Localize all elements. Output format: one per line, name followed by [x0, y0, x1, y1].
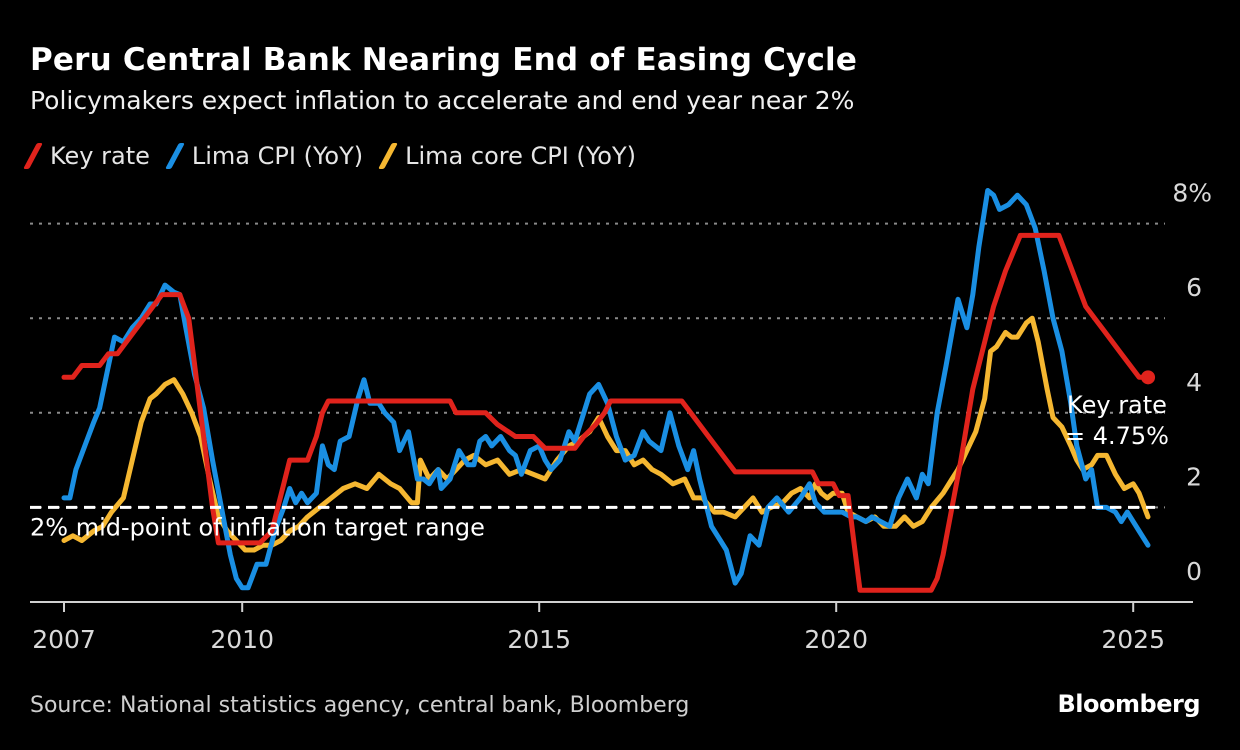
key-rate-end-dot — [1141, 370, 1156, 385]
annotation-line-1: Key rate — [1067, 391, 1167, 419]
series-line-lima-cpi-yoy — [61, 188, 1151, 591]
y-tick-label: 4 — [1186, 368, 1202, 397]
legend-item-lima-core-cpi: Lima core CPI (YoY) — [378, 142, 636, 170]
gridlines — [30, 222, 1165, 509]
y-tick-label: 0 — [1186, 557, 1202, 586]
chart-title: Peru Central Bank Nearing End of Easing … — [30, 42, 858, 78]
series-line-lima-core-cpi-yoy — [61, 315, 1151, 553]
legend-label: Lima core CPI (YoY) — [405, 142, 636, 170]
annotation-line-2: = 4.75% — [1065, 422, 1169, 450]
series-line-key-rate — [61, 232, 1151, 593]
y-tick-label: 6 — [1186, 273, 1202, 302]
x-tick-label: 2010 — [210, 625, 274, 654]
legend-label: Key rate — [50, 142, 150, 170]
chart-subtitle: Policymakers expect inflation to acceler… — [30, 86, 855, 115]
x-tick-label: 2025 — [1101, 625, 1165, 654]
source-note: Source: National statistics agency, cent… — [30, 693, 690, 718]
x-axis-ticks: 2007 2010 2015 2020 2025 — [32, 602, 1165, 654]
legend-label: Lima CPI (YoY) — [191, 142, 364, 170]
legend: Key rate Lima CPI (YoY) Lima core CPI (Y… — [23, 142, 658, 170]
y-tick-label: 8% — [1172, 179, 1212, 208]
y-tick-label: 2 — [1186, 462, 1202, 491]
x-tick-label: 2007 — [32, 625, 96, 654]
reference-line-label: 2% mid-point of inflation target range — [30, 513, 485, 541]
reference-line-group: 2% mid-point of inflation target range — [30, 505, 1155, 541]
x-tick-label: 2020 — [804, 625, 868, 654]
series-lines — [61, 188, 1151, 593]
legend-item-key-rate: Key rate — [23, 142, 150, 170]
x-tick-label: 2015 — [507, 625, 571, 654]
legend-item-lima-cpi: Lima CPI (YoY) — [164, 142, 364, 170]
annotation: Key rate = 4.75% — [1065, 370, 1169, 450]
bloomberg-logo: Bloomberg — [1057, 690, 1201, 718]
y-axis-labels: 0 2 4 6 8% — [1172, 179, 1212, 586]
